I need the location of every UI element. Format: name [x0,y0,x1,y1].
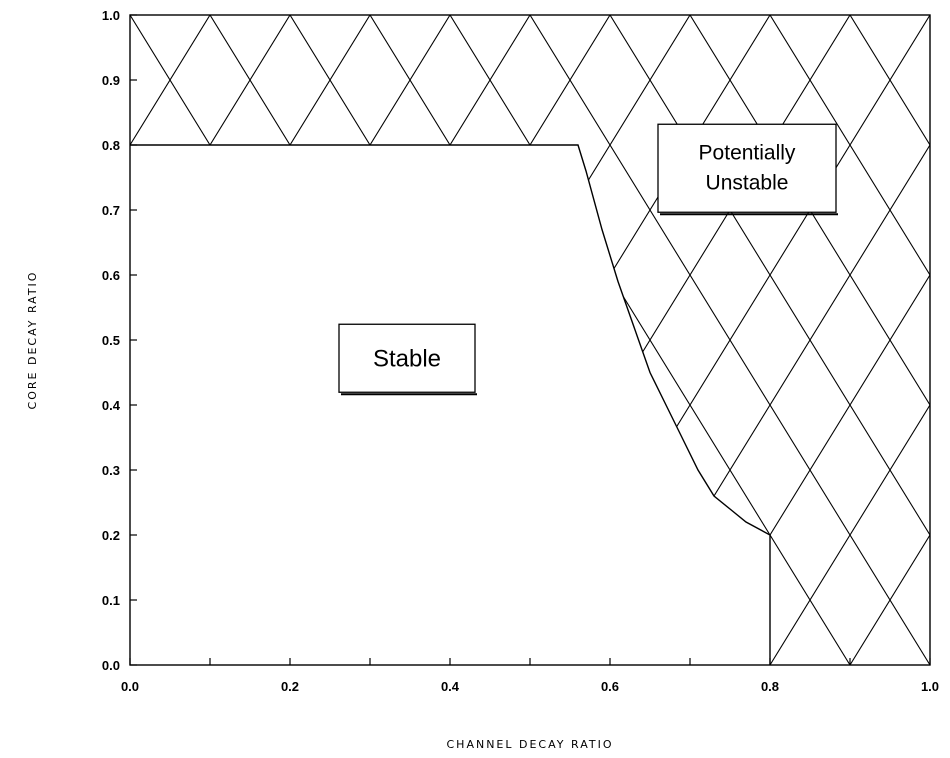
plot-area [129,14,931,666]
unstable-label-box [657,123,837,213]
y-tick-label: 0.6 [102,268,120,283]
y-tick-label: 0.7 [102,203,120,218]
stable-label: Stable [373,345,441,372]
y-tick-label: 0.8 [102,138,120,153]
y-axis-ticks: 0.0 0.1 0.2 0.3 0.4 0.5 0.6 0.7 0.8 0.9 1.0 [102,8,137,673]
y-tick-label: 1.0 [102,8,120,23]
unstable-label-line: Unstable [706,171,789,194]
x-tick-label: 0.2 [281,679,299,694]
y-tick-label: 0.5 [102,333,120,348]
stable-label-box [338,323,476,393]
x-tick-label: 0.8 [761,679,779,694]
y-tick-label: 0.1 [102,593,120,608]
x-tick-label: 1.0 [921,679,939,694]
y-tick-label: 0.9 [102,73,120,88]
x-tick-label: 0.4 [441,679,460,694]
annotations: Stable Potentially Unstable [338,123,838,396]
y-tick-label: 0.4 [102,398,121,413]
unstable-region [130,15,930,665]
x-tick-label: 0.6 [601,679,619,694]
x-tick-label: 0.0 [121,679,139,694]
y-tick-label: 0.0 [102,658,120,673]
unstable-label-line: Potentially [699,141,796,164]
x-axis-title: CHANNEL DECAY RATIO [447,738,614,751]
y-tick-label: 0.3 [102,463,120,478]
stability-boundary-line [130,144,771,665]
y-tick-label: 0.2 [102,528,120,543]
x-axis-ticks: 0.0 0.2 0.4 0.6 0.8 1.0 [121,658,939,694]
y-axis-title: CORE DECAY RATIO [26,271,39,410]
